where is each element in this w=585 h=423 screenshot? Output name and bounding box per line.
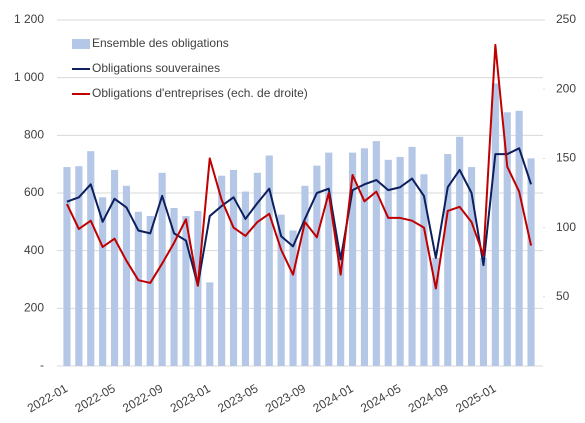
bar [432,257,440,366]
x-tick-label: 2024-05 [358,381,403,415]
bar [360,148,369,366]
bar [337,252,345,366]
y2-tick-label: 100 [556,220,576,234]
y-tick-label: 800 [24,128,44,142]
bar [515,110,523,366]
bar [348,152,357,366]
legend-swatch [72,39,90,49]
bar [325,152,333,366]
bar [170,207,178,366]
bar [122,185,131,366]
x-tick-label: 2023-01 [168,381,213,415]
legend-label: Obligations souveraines [92,61,220,75]
bar [467,167,476,366]
bar [503,112,511,367]
bar [456,136,464,366]
x-tick-label: 2022-01 [25,381,70,415]
bar [241,191,250,366]
x-tick-label: 2022-09 [120,381,165,415]
y2-tick-label: 50 [556,289,570,303]
bar [218,175,226,366]
bar [277,214,285,366]
bar [194,210,202,366]
line [66,147,532,287]
x-tick-label: 2023-09 [263,381,308,415]
legend-label: Obligations d'entreprises (ech. de droit… [92,86,308,100]
bar [206,282,214,366]
bar [396,156,404,366]
bar [491,83,499,366]
bar [253,172,261,366]
x-tick-label: 2023-05 [215,381,260,415]
y-tick-label: 1 200 [14,12,44,26]
y-tick-label: 400 [24,243,44,257]
y-tick-label: 1 000 [14,70,44,84]
bar [444,154,452,366]
bar [63,167,71,366]
bar [527,158,535,366]
x-tick-label: 2025-01 [453,381,498,415]
y2-tick-label: 150 [556,151,576,165]
y-tick-label: 200 [24,301,44,315]
bar [146,216,154,366]
bar [420,174,428,366]
bar [110,169,119,366]
bar [301,185,309,366]
bar [265,155,273,366]
bar [182,216,190,366]
bar [384,159,392,366]
bar [99,197,107,366]
y2-tick-label: 250 [556,12,576,26]
y-tick-label: - [40,358,44,372]
bar [408,146,416,366]
bar [134,211,142,366]
x-tick-label: 2024-09 [406,381,451,415]
y2-tick-label: 200 [556,81,576,95]
bar [479,257,488,366]
bar [372,141,380,366]
bar [87,151,95,366]
bar [158,172,166,366]
legend-label: Ensemble des obligations [92,36,229,50]
y-tick-label: 600 [24,185,44,199]
bar [313,165,321,366]
bar [289,230,297,366]
x-tick-label: 2024-01 [310,381,355,415]
bar [229,169,238,366]
bar [75,166,83,366]
x-tick-label: 2022-05 [72,381,117,415]
line [66,43,533,290]
